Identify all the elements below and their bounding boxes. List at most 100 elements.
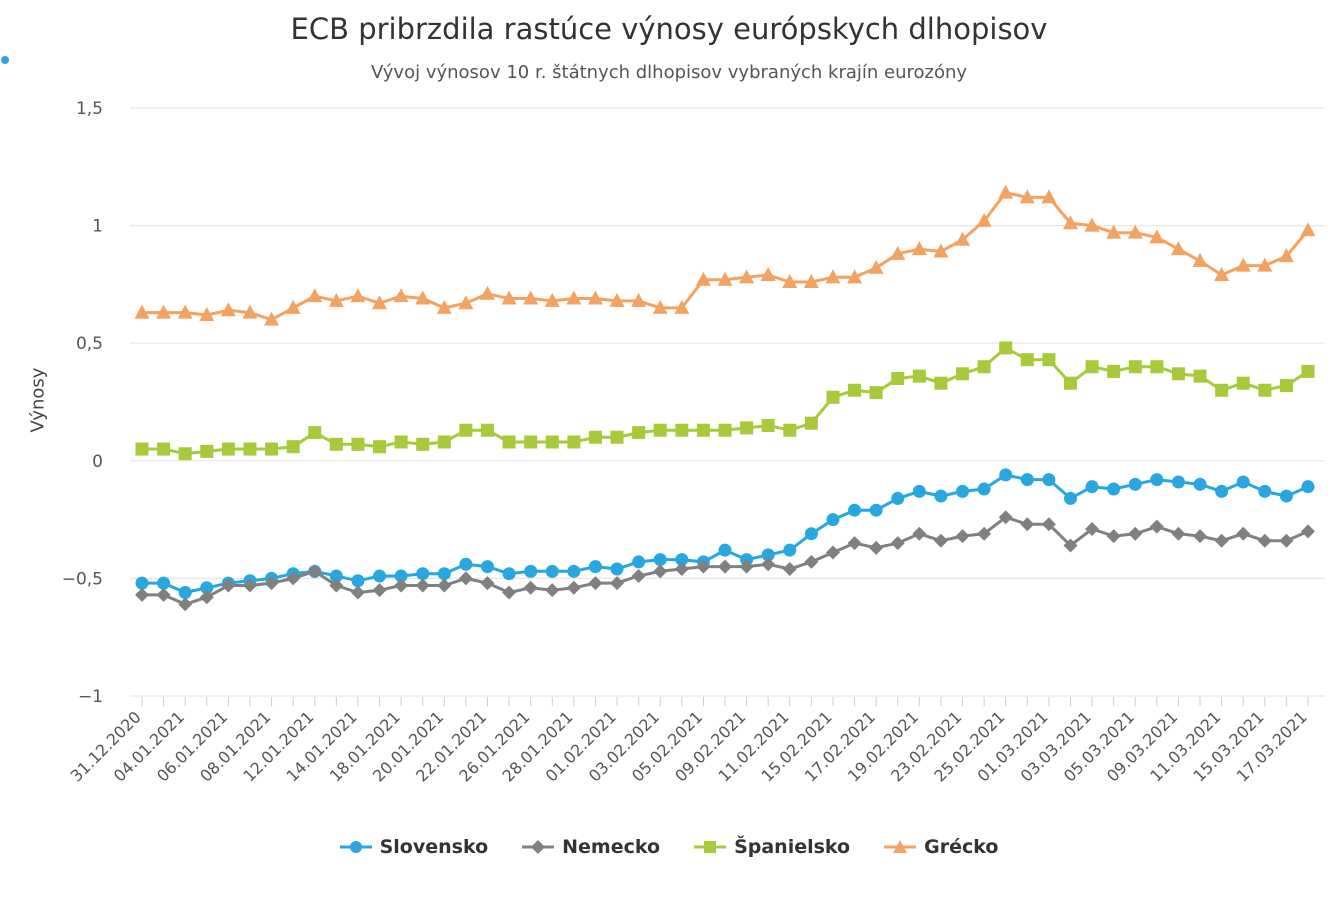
data-point — [393, 288, 409, 303]
data-point — [977, 360, 991, 374]
data-point — [1106, 529, 1121, 544]
data-point — [891, 491, 905, 505]
data-point — [350, 288, 366, 303]
data-point — [1149, 229, 1165, 244]
data-point — [956, 367, 970, 381]
data-point — [782, 274, 798, 289]
data-point — [524, 564, 538, 578]
data-point — [308, 426, 322, 440]
data-point — [566, 290, 582, 305]
data-point — [524, 435, 538, 449]
data-point — [1042, 353, 1056, 367]
data-point — [265, 442, 279, 456]
legend-item-spanielsko[interactable]: Španielsko — [694, 836, 850, 858]
data-point — [869, 540, 884, 555]
chart-title: ECB pribrzdila rastúce výnosy európskych… — [290, 12, 1048, 46]
data-point — [1214, 533, 1229, 548]
data-point — [372, 583, 387, 598]
data-point — [135, 442, 149, 456]
data-point — [1127, 224, 1143, 239]
data-point — [242, 578, 257, 593]
data-point — [135, 587, 149, 602]
data-point — [286, 440, 300, 454]
data-point — [1236, 475, 1250, 489]
data-point — [933, 243, 949, 258]
data-point — [1301, 524, 1315, 539]
data-point — [955, 529, 970, 544]
data-point — [760, 266, 776, 281]
data-point — [545, 435, 559, 449]
data-point — [373, 569, 387, 583]
data-point — [999, 341, 1013, 355]
data-point — [135, 576, 149, 590]
data-point — [479, 285, 495, 300]
data-point — [416, 437, 430, 451]
data-point — [307, 564, 322, 579]
data-point — [1063, 538, 1078, 553]
data-point — [221, 578, 236, 593]
data-point — [416, 567, 430, 581]
data-point — [847, 269, 863, 284]
data-point — [177, 304, 193, 319]
data-point — [200, 444, 214, 458]
data-point — [329, 437, 343, 451]
data-point — [1171, 526, 1186, 541]
data-point — [1279, 379, 1293, 393]
data-point — [199, 306, 215, 321]
data-point — [1063, 376, 1077, 390]
data-point — [157, 576, 171, 590]
data-point — [1085, 360, 1099, 374]
data-point — [1278, 248, 1294, 263]
data-point — [826, 513, 840, 527]
data-point — [783, 423, 797, 437]
data-point — [1128, 360, 1142, 374]
data-point — [156, 304, 172, 319]
data-point — [1062, 215, 1078, 230]
data-point — [632, 426, 646, 440]
data-point — [480, 560, 494, 574]
data-point — [998, 510, 1013, 525]
data-point — [911, 241, 927, 256]
data-point — [178, 586, 192, 600]
data-point — [890, 536, 905, 551]
data-point — [286, 571, 301, 586]
data-point — [243, 442, 257, 456]
data-point — [1215, 383, 1229, 397]
legend-item-slovensko[interactable]: Slovensko — [339, 836, 488, 858]
data-point — [1300, 222, 1316, 237]
data-point — [977, 526, 992, 541]
data-point — [976, 212, 992, 227]
data-point — [1171, 367, 1185, 381]
data-point — [718, 559, 732, 574]
data-point — [1193, 369, 1207, 383]
data-point — [1235, 257, 1251, 272]
data-point — [545, 564, 559, 578]
data-point — [329, 569, 343, 583]
data-point — [1170, 241, 1186, 256]
data-point — [285, 299, 301, 314]
data-point — [890, 245, 906, 260]
legend-item-nemecko[interactable]: Nemecko — [522, 836, 660, 858]
data-point — [437, 578, 452, 593]
data-point — [998, 184, 1014, 199]
data-point — [803, 274, 819, 289]
y-tick-label: −0,5 — [62, 569, 103, 589]
data-point — [761, 557, 776, 572]
data-point — [351, 574, 365, 588]
data-point — [848, 383, 862, 397]
data-point — [458, 295, 474, 310]
legend-item-grecko[interactable]: Grécko — [884, 836, 998, 858]
data-point — [1301, 480, 1315, 494]
legend-label: Grécko — [924, 836, 999, 858]
data-point — [1279, 533, 1294, 548]
data-point — [675, 423, 689, 437]
data-point — [934, 489, 948, 503]
data-point — [1085, 480, 1099, 494]
data-point — [869, 386, 883, 400]
data-point — [1085, 522, 1100, 537]
data-point — [868, 259, 884, 274]
data-point — [437, 435, 451, 449]
data-point — [523, 580, 538, 595]
data-point — [610, 430, 624, 444]
